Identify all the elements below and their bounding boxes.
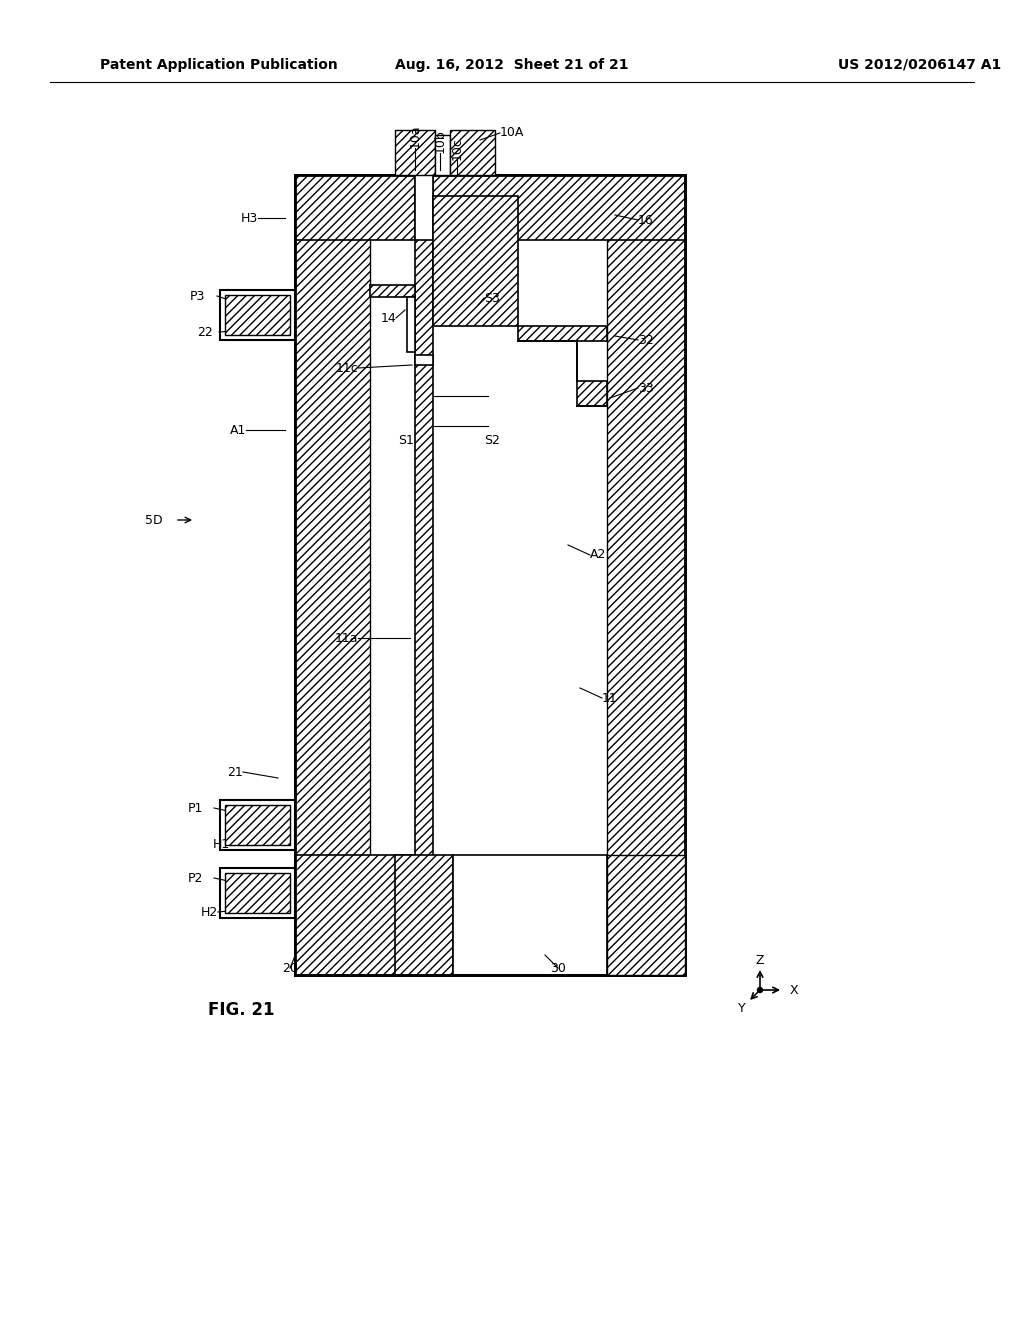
Text: US 2012/0206147 A1: US 2012/0206147 A1	[839, 58, 1001, 73]
Bar	[295, 176, 685, 975]
Bar	[220, 290, 295, 341]
Text: P1: P1	[187, 801, 203, 814]
Bar	[450, 129, 495, 176]
Text: 22: 22	[198, 326, 213, 338]
Text: A2: A2	[590, 549, 606, 561]
Bar	[225, 805, 290, 845]
Bar	[415, 176, 433, 240]
Text: A1: A1	[229, 424, 246, 437]
Bar	[295, 176, 685, 975]
Bar	[415, 176, 433, 920]
Bar	[433, 195, 518, 326]
Bar	[518, 326, 607, 341]
Text: 32: 32	[638, 334, 653, 346]
Text: 21: 21	[227, 766, 243, 779]
Text: S1: S1	[398, 433, 414, 446]
Text: 14: 14	[380, 312, 396, 325]
Bar	[453, 855, 607, 975]
Bar	[607, 176, 685, 975]
Text: 5D: 5D	[145, 513, 163, 527]
Bar	[395, 855, 453, 975]
Bar	[370, 285, 415, 297]
Text: 10c: 10c	[451, 137, 464, 160]
Text: 10A: 10A	[500, 127, 524, 140]
Text: H2: H2	[201, 906, 218, 919]
Text: S3: S3	[484, 292, 500, 305]
Bar	[433, 176, 685, 240]
Text: H3: H3	[241, 211, 258, 224]
Bar	[295, 176, 415, 240]
Bar	[407, 297, 415, 352]
Bar	[295, 176, 370, 975]
Text: 33: 33	[638, 381, 653, 395]
Bar	[577, 381, 607, 407]
Text: Aug. 16, 2012  Sheet 21 of 21: Aug. 16, 2012 Sheet 21 of 21	[395, 58, 629, 73]
Text: P2: P2	[187, 871, 203, 884]
Text: Patent Application Publication: Patent Application Publication	[100, 58, 338, 73]
Text: 11: 11	[602, 692, 617, 705]
Bar	[225, 294, 290, 335]
Text: Y: Y	[738, 1002, 745, 1015]
Text: Z: Z	[756, 953, 764, 966]
Bar	[395, 129, 435, 176]
Bar	[295, 855, 415, 975]
Bar	[607, 855, 685, 975]
Text: 11a: 11a	[335, 631, 358, 644]
Bar	[415, 355, 433, 366]
Bar	[220, 869, 295, 917]
Circle shape	[758, 987, 763, 993]
Bar	[220, 800, 295, 850]
Bar	[435, 135, 450, 176]
Text: 16: 16	[638, 214, 653, 227]
Text: X: X	[790, 983, 799, 997]
Text: 20: 20	[282, 961, 298, 974]
Text: 10a: 10a	[409, 124, 422, 148]
Text: 10b: 10b	[433, 129, 446, 153]
Text: S2: S2	[484, 433, 500, 446]
Text: FIG. 21: FIG. 21	[208, 1001, 274, 1019]
Text: 30: 30	[550, 961, 566, 974]
Bar	[225, 873, 290, 913]
Text: H1: H1	[213, 838, 230, 851]
Text: 11c: 11c	[335, 362, 358, 375]
Text: P3: P3	[189, 289, 205, 302]
